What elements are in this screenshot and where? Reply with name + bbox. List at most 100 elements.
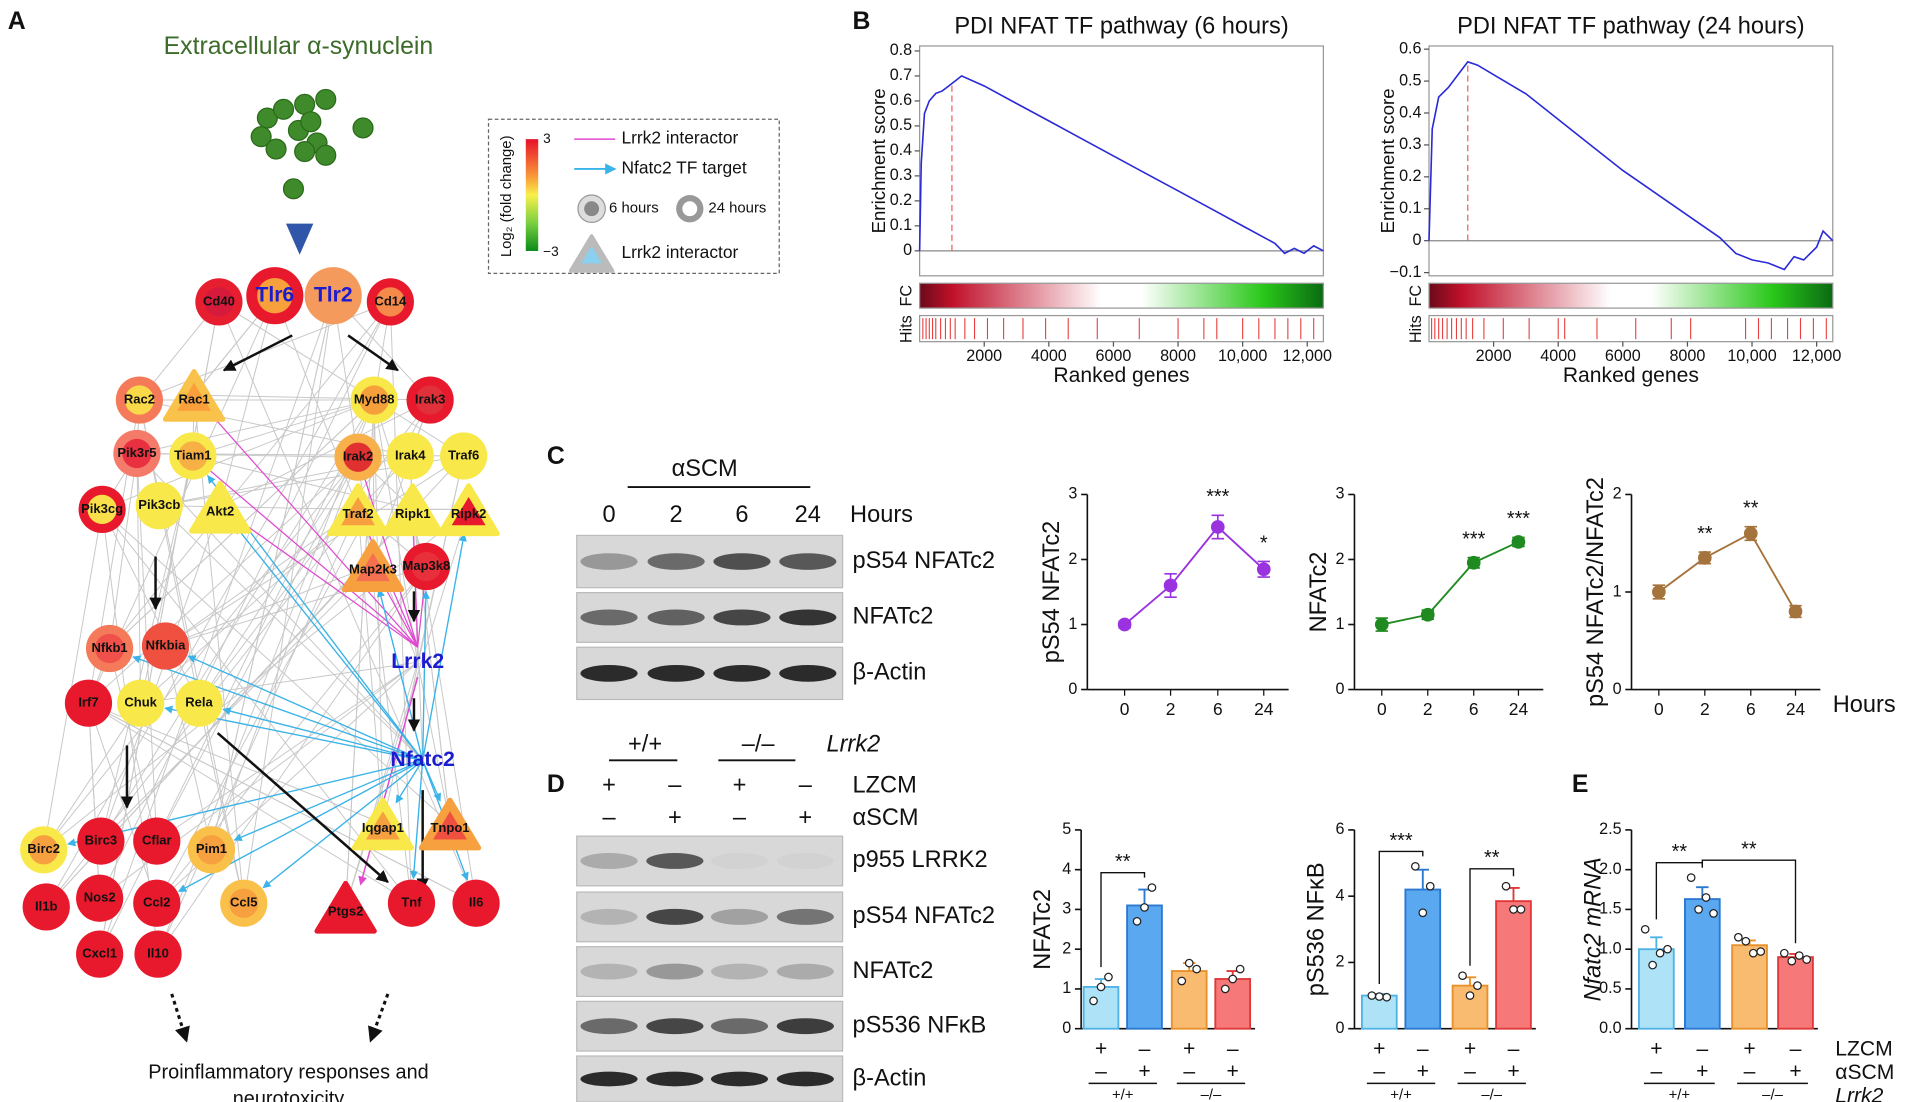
y-tick-label: 4: [1336, 886, 1345, 904]
node-label: Rac2: [124, 391, 155, 406]
significance: **: [1743, 498, 1759, 520]
network-edge: [198, 703, 245, 904]
legend-box: [487, 118, 780, 274]
node-label: Nfkbia: [146, 637, 187, 652]
blot-row: pS54 NFATc2: [853, 903, 996, 929]
blot: [576, 946, 844, 998]
data-point: [1748, 948, 1758, 958]
row-name: Lrrk2: [1835, 1085, 1883, 1102]
network-edge: [100, 399, 375, 842]
node-core: [395, 496, 430, 526]
panel-label: A: [8, 8, 26, 35]
network-edge: [109, 648, 158, 842]
group-label: +/+: [1669, 1088, 1691, 1102]
x-tick-label: 2: [1700, 699, 1710, 719]
blot-band: [647, 609, 705, 626]
node-label: Ripk1: [395, 506, 430, 521]
y-tick-label: 0: [1413, 231, 1422, 249]
synuclein: [250, 126, 272, 148]
target-edge: [132, 655, 423, 761]
blot-band: [777, 853, 834, 869]
node-core: [85, 883, 115, 913]
data-point: [1501, 881, 1511, 891]
x-tick-label: 6: [1213, 699, 1223, 719]
x-axis-label: Ranked genes: [1053, 364, 1189, 387]
y-tick-label: 0: [1336, 1019, 1345, 1037]
blot-band: [776, 1018, 834, 1035]
y-axis-label: pS536 NFκB: [1303, 862, 1329, 996]
node-label: Myd88: [354, 391, 395, 406]
data-point: [1794, 951, 1804, 960]
x-row-sign: –: [1650, 1060, 1662, 1083]
y-tick-label: 0.8: [890, 41, 912, 59]
error-bar: [1138, 888, 1151, 906]
y-tick-label: 2: [1062, 939, 1071, 957]
data-point: [1228, 974, 1238, 984]
node-label: Irak2: [343, 449, 373, 464]
blot-band: [710, 908, 769, 925]
blot-row: NFATc2: [853, 958, 934, 984]
node-core: [124, 385, 155, 415]
plot-frame: [919, 45, 1325, 277]
row-name: LZCM: [1835, 1037, 1892, 1060]
panel-label: C: [547, 443, 565, 470]
network-edge: [157, 509, 359, 955]
y-tick-label: 0: [1336, 680, 1345, 698]
node-label: Map2k3: [349, 562, 397, 577]
node-label: Iqgap1: [362, 820, 404, 835]
data-point: [1147, 883, 1157, 892]
blot-band: [710, 963, 769, 980]
panel-label: E: [1572, 771, 1589, 798]
node-core: [122, 438, 152, 469]
blot-lane: 6: [735, 502, 748, 528]
data-point: [1089, 996, 1098, 1006]
y-tick-label: 0.4: [1399, 103, 1421, 121]
node-core: [178, 441, 208, 471]
blot-band: [710, 1018, 769, 1035]
network-edge: [417, 662, 451, 824]
blot-band: [713, 609, 771, 626]
x-tick-label: 4000: [1031, 347, 1067, 365]
legend-item: 6 hours: [609, 201, 659, 217]
target-edge: [409, 760, 424, 880]
node-label: Il10: [147, 946, 169, 961]
y-tick-label: 2.0: [1599, 860, 1621, 878]
data-point: [1694, 905, 1703, 914]
x-tick-label: 6000: [1605, 347, 1641, 365]
x-row-sign: –: [1744, 1060, 1756, 1083]
x-axis-label: Ranked genes: [1563, 364, 1699, 387]
node-label: Il6: [469, 895, 484, 910]
y-tick-label: 0.2: [890, 191, 912, 209]
significance: **: [1484, 847, 1500, 869]
edges: [43, 295, 477, 955]
blot-band: [646, 1071, 704, 1087]
legend-6h: [584, 201, 600, 217]
bar: [1170, 970, 1208, 1030]
data-point: [1425, 881, 1435, 891]
x-tick-label: 10,000: [1727, 347, 1776, 365]
y-tick-label: 0.7: [890, 66, 912, 84]
x-row-sign: –: [1508, 1037, 1520, 1060]
synuclein: [265, 138, 287, 160]
node-label: Cd14: [374, 293, 407, 308]
network-edge: [345, 400, 375, 907]
node-label: Ptgs2: [328, 903, 364, 918]
panel-label: D: [547, 771, 565, 798]
network-edge: [45, 301, 391, 908]
x-tick-label: 2: [1166, 699, 1176, 719]
x-row-sign: –: [1696, 1037, 1708, 1060]
node-core: [356, 552, 390, 582]
blot-genotype: –/–: [742, 732, 776, 758]
y-tick-label: 3: [1062, 900, 1071, 918]
y-tick-label: 5: [1062, 820, 1071, 838]
node-core: [143, 939, 173, 969]
bracket: [1100, 871, 1146, 968]
node-core: [203, 494, 238, 523]
node-label: Tnf: [401, 895, 422, 910]
target-edge: [421, 533, 467, 761]
bar: [1684, 898, 1721, 1030]
blot-band: [646, 1018, 704, 1035]
node-label: Tlr2: [314, 283, 353, 306]
network-edge: [373, 399, 427, 567]
